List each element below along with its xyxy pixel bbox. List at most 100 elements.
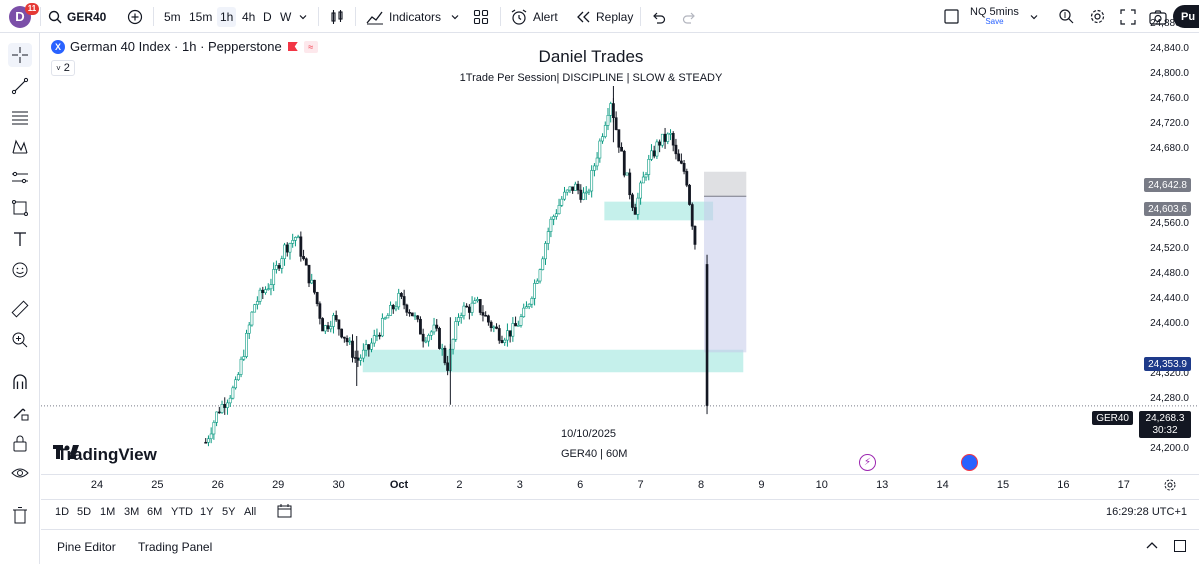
range-6m[interactable]: 6M: [147, 506, 163, 518]
tab-trading-panel[interactable]: Trading Panel: [138, 540, 213, 554]
tradingview-logo[interactable]: TradingView: [53, 445, 157, 465]
candle-body: [484, 314, 488, 317]
settings-button[interactable]: [1089, 0, 1106, 33]
candle-body: [400, 293, 403, 297]
time-axis[interactable]: 24 25 26 29 30 Oct 2 3 6 7 8 9 10 13 14 15 16 17: [41, 474, 1199, 494]
legend-collapse-button[interactable]: ˅ 2: [51, 60, 75, 76]
hide-drawings-tool[interactable]: [8, 461, 32, 485]
go-to-date-button[interactable]: [277, 503, 293, 522]
candle-body: [644, 174, 648, 178]
pattern-icon: [12, 139, 28, 154]
forecast-tool[interactable]: [8, 166, 32, 190]
range-3m[interactable]: 3M: [124, 506, 140, 518]
avatar[interactable]: D 11: [9, 2, 39, 28]
event-lightning-icon[interactable]: ⚡: [859, 454, 876, 471]
interval-1h[interactable]: 1h: [217, 0, 237, 33]
tab-pine-editor[interactable]: Pine Editor: [57, 540, 116, 554]
interval-d[interactable]: D: [263, 9, 272, 24]
range-1y[interactable]: 1Y: [200, 506, 214, 518]
magnet-tool[interactable]: [8, 370, 32, 394]
candle-body: [565, 189, 569, 193]
candle-body: [628, 172, 632, 196]
candle-body: [307, 264, 311, 284]
candle-body: [234, 379, 238, 389]
interval-dropdown[interactable]: [298, 0, 308, 33]
user-menu[interactable]: D 11: [9, 0, 39, 33]
candle-body: [641, 176, 645, 184]
time-tick-label: 17: [1117, 479, 1130, 491]
candle-body: [655, 141, 659, 157]
quick-search-button[interactable]: [1058, 0, 1075, 33]
bar-countdown: 30:32: [1152, 424, 1178, 436]
candle-body: [207, 438, 210, 443]
range-5d[interactable]: 5D: [77, 506, 92, 518]
measure-tool[interactable]: [8, 297, 32, 321]
candle-body: [527, 303, 531, 307]
chart-type-button[interactable]: [328, 0, 346, 33]
shapes-tool[interactable]: [8, 196, 32, 220]
interval-5m[interactable]: 5m: [164, 9, 181, 24]
range-all[interactable]: All: [244, 506, 257, 518]
price-tick-label: 24,200.0: [1150, 442, 1189, 454]
notification-badge: 11: [25, 2, 39, 15]
symbol-legend[interactable]: X German 40 Index · 1h · Pepperstone ≈: [51, 39, 318, 54]
axis-settings-button[interactable]: [1163, 478, 1177, 497]
candle-body: [299, 236, 303, 257]
range-ytd[interactable]: YTD: [171, 506, 193, 518]
layout-checkbox[interactable]: [944, 0, 959, 33]
trend-line-tool[interactable]: [8, 74, 32, 98]
interval-4h[interactable]: 4h: [242, 9, 256, 24]
collapse-panel-button[interactable]: [1145, 539, 1159, 558]
stay-in-drawing-tool[interactable]: [8, 400, 32, 424]
candles-icon: [331, 9, 343, 24]
candle-body: [277, 265, 281, 269]
replay-button[interactable]: Replay: [575, 0, 633, 33]
time-tick-label: 8: [697, 479, 705, 491]
candle-body: [622, 150, 626, 176]
range-1m[interactable]: 1M: [100, 506, 116, 518]
undo-button[interactable]: [651, 0, 667, 33]
lock-drawings-tool[interactable]: [8, 431, 32, 455]
candle-body: [364, 344, 368, 351]
remove-drawings-tool[interactable]: [8, 503, 32, 527]
candle-body: [465, 305, 469, 308]
candle-body: [660, 133, 664, 146]
candle-body: [438, 328, 441, 349]
time-tick-label: 26: [211, 479, 224, 491]
chart-pane[interactable]: X German 40 Index · 1h · Pepperstone ≈ ˅…: [41, 18, 1199, 495]
compare-button[interactable]: [127, 0, 143, 33]
publish-button[interactable]: Pu: [1173, 0, 1199, 33]
redo-button[interactable]: [681, 0, 697, 33]
text-tool[interactable]: [8, 227, 32, 251]
pattern-tool[interactable]: [8, 135, 32, 159]
event-flag-icon[interactable]: [961, 454, 978, 471]
layout-dropdown[interactable]: [1029, 0, 1039, 33]
time-tick-label: 7: [637, 479, 644, 491]
crosshair-tool[interactable]: [8, 43, 32, 67]
symbol-search[interactable]: GER40: [48, 0, 106, 33]
clock-timezone[interactable]: 16:29:28 UTC+1: [1105, 506, 1187, 518]
range-5y[interactable]: 5Y: [222, 506, 236, 518]
candle-body: [685, 171, 689, 186]
trash-icon: [13, 507, 27, 524]
horizontal-lines-tool[interactable]: [8, 105, 32, 129]
layout-name[interactable]: NQ 5mins Save: [970, 6, 1019, 26]
range-1d[interactable]: 1D: [55, 506, 70, 518]
candle-body: [258, 289, 262, 302]
zoom-tool[interactable]: [8, 328, 32, 352]
candle-body: [671, 133, 675, 146]
emoji-tool[interactable]: [8, 258, 32, 282]
indicators-dropdown[interactable]: [450, 0, 460, 33]
alert-button[interactable]: Alert: [510, 0, 558, 33]
snapshot-button[interactable]: [1149, 0, 1167, 33]
fullscreen-button[interactable]: [1120, 0, 1136, 33]
maximize-panel-button[interactable]: [1173, 539, 1187, 558]
last-price-tag: 24,268.3 30:32: [1139, 411, 1191, 438]
candle-body: [476, 299, 479, 301]
interval-15m[interactable]: 15m: [189, 9, 213, 24]
interval-w[interactable]: W: [280, 9, 292, 24]
indicators-button[interactable]: Indicators: [366, 0, 441, 33]
price-chart[interactable]: [41, 33, 1199, 474]
templates-button[interactable]: [473, 0, 489, 33]
candle-body: [497, 328, 501, 341]
